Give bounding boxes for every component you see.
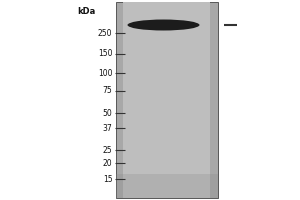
- Text: 100: 100: [98, 68, 112, 77]
- Text: 75: 75: [103, 86, 112, 95]
- Text: 250: 250: [98, 28, 112, 38]
- Bar: [116, 2, 218, 198]
- Ellipse shape: [128, 20, 200, 30]
- Text: 25: 25: [103, 146, 112, 155]
- Text: 50: 50: [103, 108, 112, 117]
- Text: kDa: kDa: [78, 7, 96, 17]
- Bar: [123, 2, 210, 198]
- Text: 37: 37: [103, 124, 112, 133]
- Bar: [116, 174, 218, 198]
- Text: 150: 150: [98, 49, 112, 58]
- Text: 20: 20: [103, 158, 112, 168]
- Text: 15: 15: [103, 174, 112, 184]
